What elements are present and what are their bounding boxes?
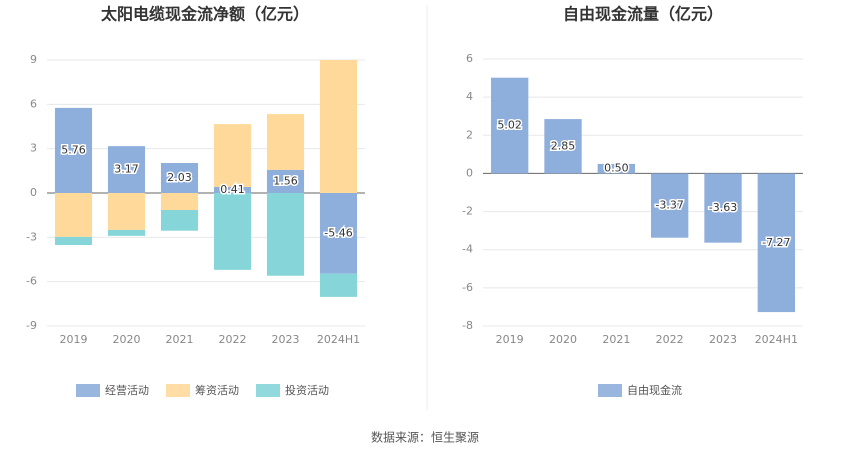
bar — [597, 163, 635, 174]
bar — [107, 146, 146, 193]
source: 数据来源：恒生聚源 — [371, 430, 479, 445]
y-tick-label: -3 — [26, 230, 37, 243]
bar — [266, 169, 305, 193]
x-tick-label: 2022 — [219, 333, 247, 346]
bar — [651, 173, 689, 238]
y-tick-label: -6 — [462, 281, 473, 294]
data-label: -7.27 — [762, 236, 790, 249]
legend-label: 投资活动 — [285, 383, 329, 397]
y-tick-label: -6 — [26, 275, 37, 288]
y-tick-label: -9 — [26, 319, 37, 332]
bar — [319, 60, 358, 193]
bar — [107, 229, 146, 236]
bar — [54, 193, 93, 237]
bar — [213, 186, 252, 193]
y-tick-label: 6 — [30, 97, 37, 110]
legend-swatch — [76, 384, 100, 397]
legend-swatch — [598, 384, 622, 397]
bar — [544, 119, 582, 174]
x-tick-label: 2023 — [709, 333, 737, 346]
legend-label: 经营活动 — [105, 383, 149, 397]
y-tick-label: 2 — [466, 128, 473, 141]
legend-swatch — [256, 384, 280, 397]
data-label: 3.17 — [114, 163, 139, 176]
data-label: 1.56 — [273, 174, 298, 187]
legend-swatch — [166, 384, 190, 397]
y-tick-label: 9 — [30, 53, 37, 66]
data-label: 2.03 — [167, 171, 192, 184]
data-label: 5.02 — [497, 119, 522, 132]
x-tick-label: 2020 — [113, 333, 141, 346]
chart-title: 自由现金流量（亿元） — [563, 5, 723, 24]
data-label: -3.63 — [709, 201, 737, 214]
bar — [319, 193, 358, 274]
data-label: -5.46 — [324, 226, 352, 239]
bar — [213, 124, 252, 187]
y-tick-label: 3 — [30, 142, 37, 155]
data-label: 0.41 — [220, 183, 245, 196]
bar — [757, 173, 795, 313]
bar — [54, 107, 93, 193]
legend-label: 筹资活动 — [195, 383, 239, 397]
x-tick-label: 2021 — [166, 333, 194, 346]
x-tick-label: 2024H1 — [317, 333, 360, 346]
x-tick-label: 2024H1 — [755, 333, 798, 346]
y-tick-label: 6 — [466, 52, 473, 65]
data-label: 0.50 — [604, 162, 629, 175]
bar — [213, 193, 252, 270]
x-tick-label: 2019 — [60, 333, 88, 346]
x-tick-label: 2019 — [496, 333, 524, 346]
bar — [319, 273, 358, 297]
bar — [54, 236, 93, 246]
y-tick-label: 4 — [466, 90, 473, 103]
bar — [160, 163, 199, 193]
data-label: 2.85 — [551, 139, 576, 152]
data-label: 5.76 — [61, 143, 86, 156]
y-tick-label: 0 — [466, 166, 473, 179]
bar — [491, 77, 529, 174]
bar — [107, 193, 146, 230]
x-tick-label: 2022 — [656, 333, 684, 346]
bar — [266, 114, 305, 170]
x-tick-label: 2023 — [272, 333, 300, 346]
y-tick-label: -2 — [462, 205, 473, 218]
y-tick-label: -4 — [462, 243, 473, 256]
bar — [266, 193, 305, 276]
y-tick-label: -8 — [462, 319, 473, 332]
bar — [160, 193, 199, 210]
bar — [160, 209, 199, 231]
chart-title: 太阳电缆现金流净额（亿元） — [100, 5, 309, 24]
x-tick-label: 2021 — [602, 333, 630, 346]
x-tick-label: 2020 — [549, 333, 577, 346]
bar — [704, 173, 742, 243]
data-label: -3.37 — [655, 199, 683, 212]
legend-label: 自由现金流 — [627, 383, 682, 397]
y-tick-label: 0 — [30, 186, 37, 199]
